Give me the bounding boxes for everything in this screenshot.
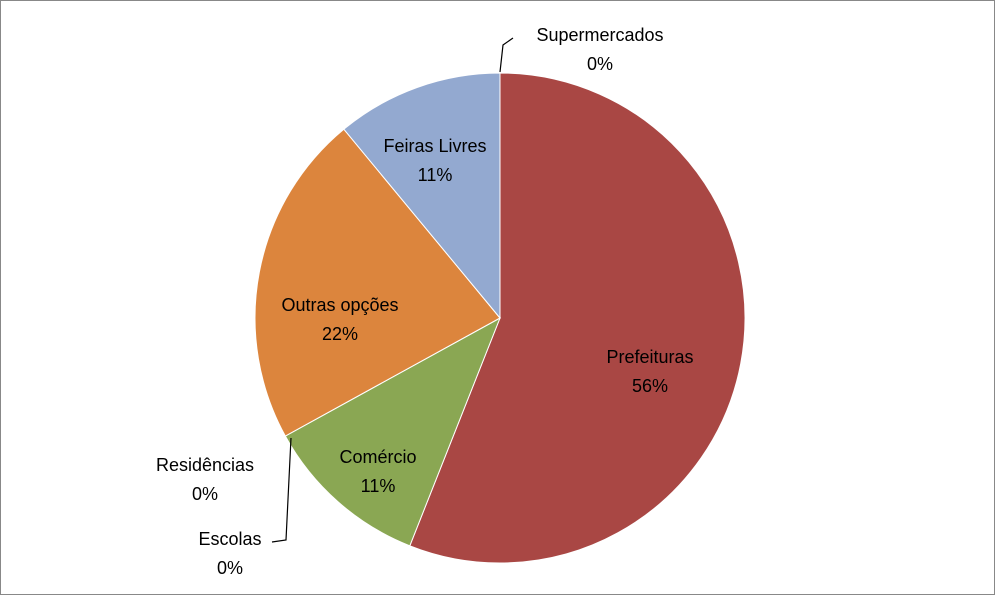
slice-label: Feiras Livres bbox=[383, 136, 486, 156]
leader-line bbox=[271, 437, 292, 543]
slice-value-label: 22% bbox=[322, 324, 358, 344]
slices bbox=[254, 72, 746, 564]
pie-slice bbox=[254, 128, 501, 437]
slice-label: Escolas bbox=[198, 529, 261, 549]
slice-label: Prefeituras bbox=[606, 347, 693, 367]
pie-slice bbox=[409, 72, 746, 564]
slice-label: Residências bbox=[156, 455, 254, 475]
leader-line bbox=[499, 37, 514, 73]
slice-value-label: 11% bbox=[418, 165, 453, 185]
slice-value-label: 0% bbox=[192, 484, 218, 504]
slice-value-label: 11% bbox=[361, 476, 396, 496]
slice-label: Comércio bbox=[339, 447, 416, 467]
slice-label: Supermercados bbox=[536, 25, 663, 45]
slice-label: Outras opções bbox=[281, 295, 398, 315]
slice-value-label: 0% bbox=[217, 558, 243, 578]
slice-value-label: 56% bbox=[632, 376, 668, 396]
slice-value-label: 0% bbox=[587, 54, 613, 74]
pie-slice bbox=[343, 72, 501, 320]
